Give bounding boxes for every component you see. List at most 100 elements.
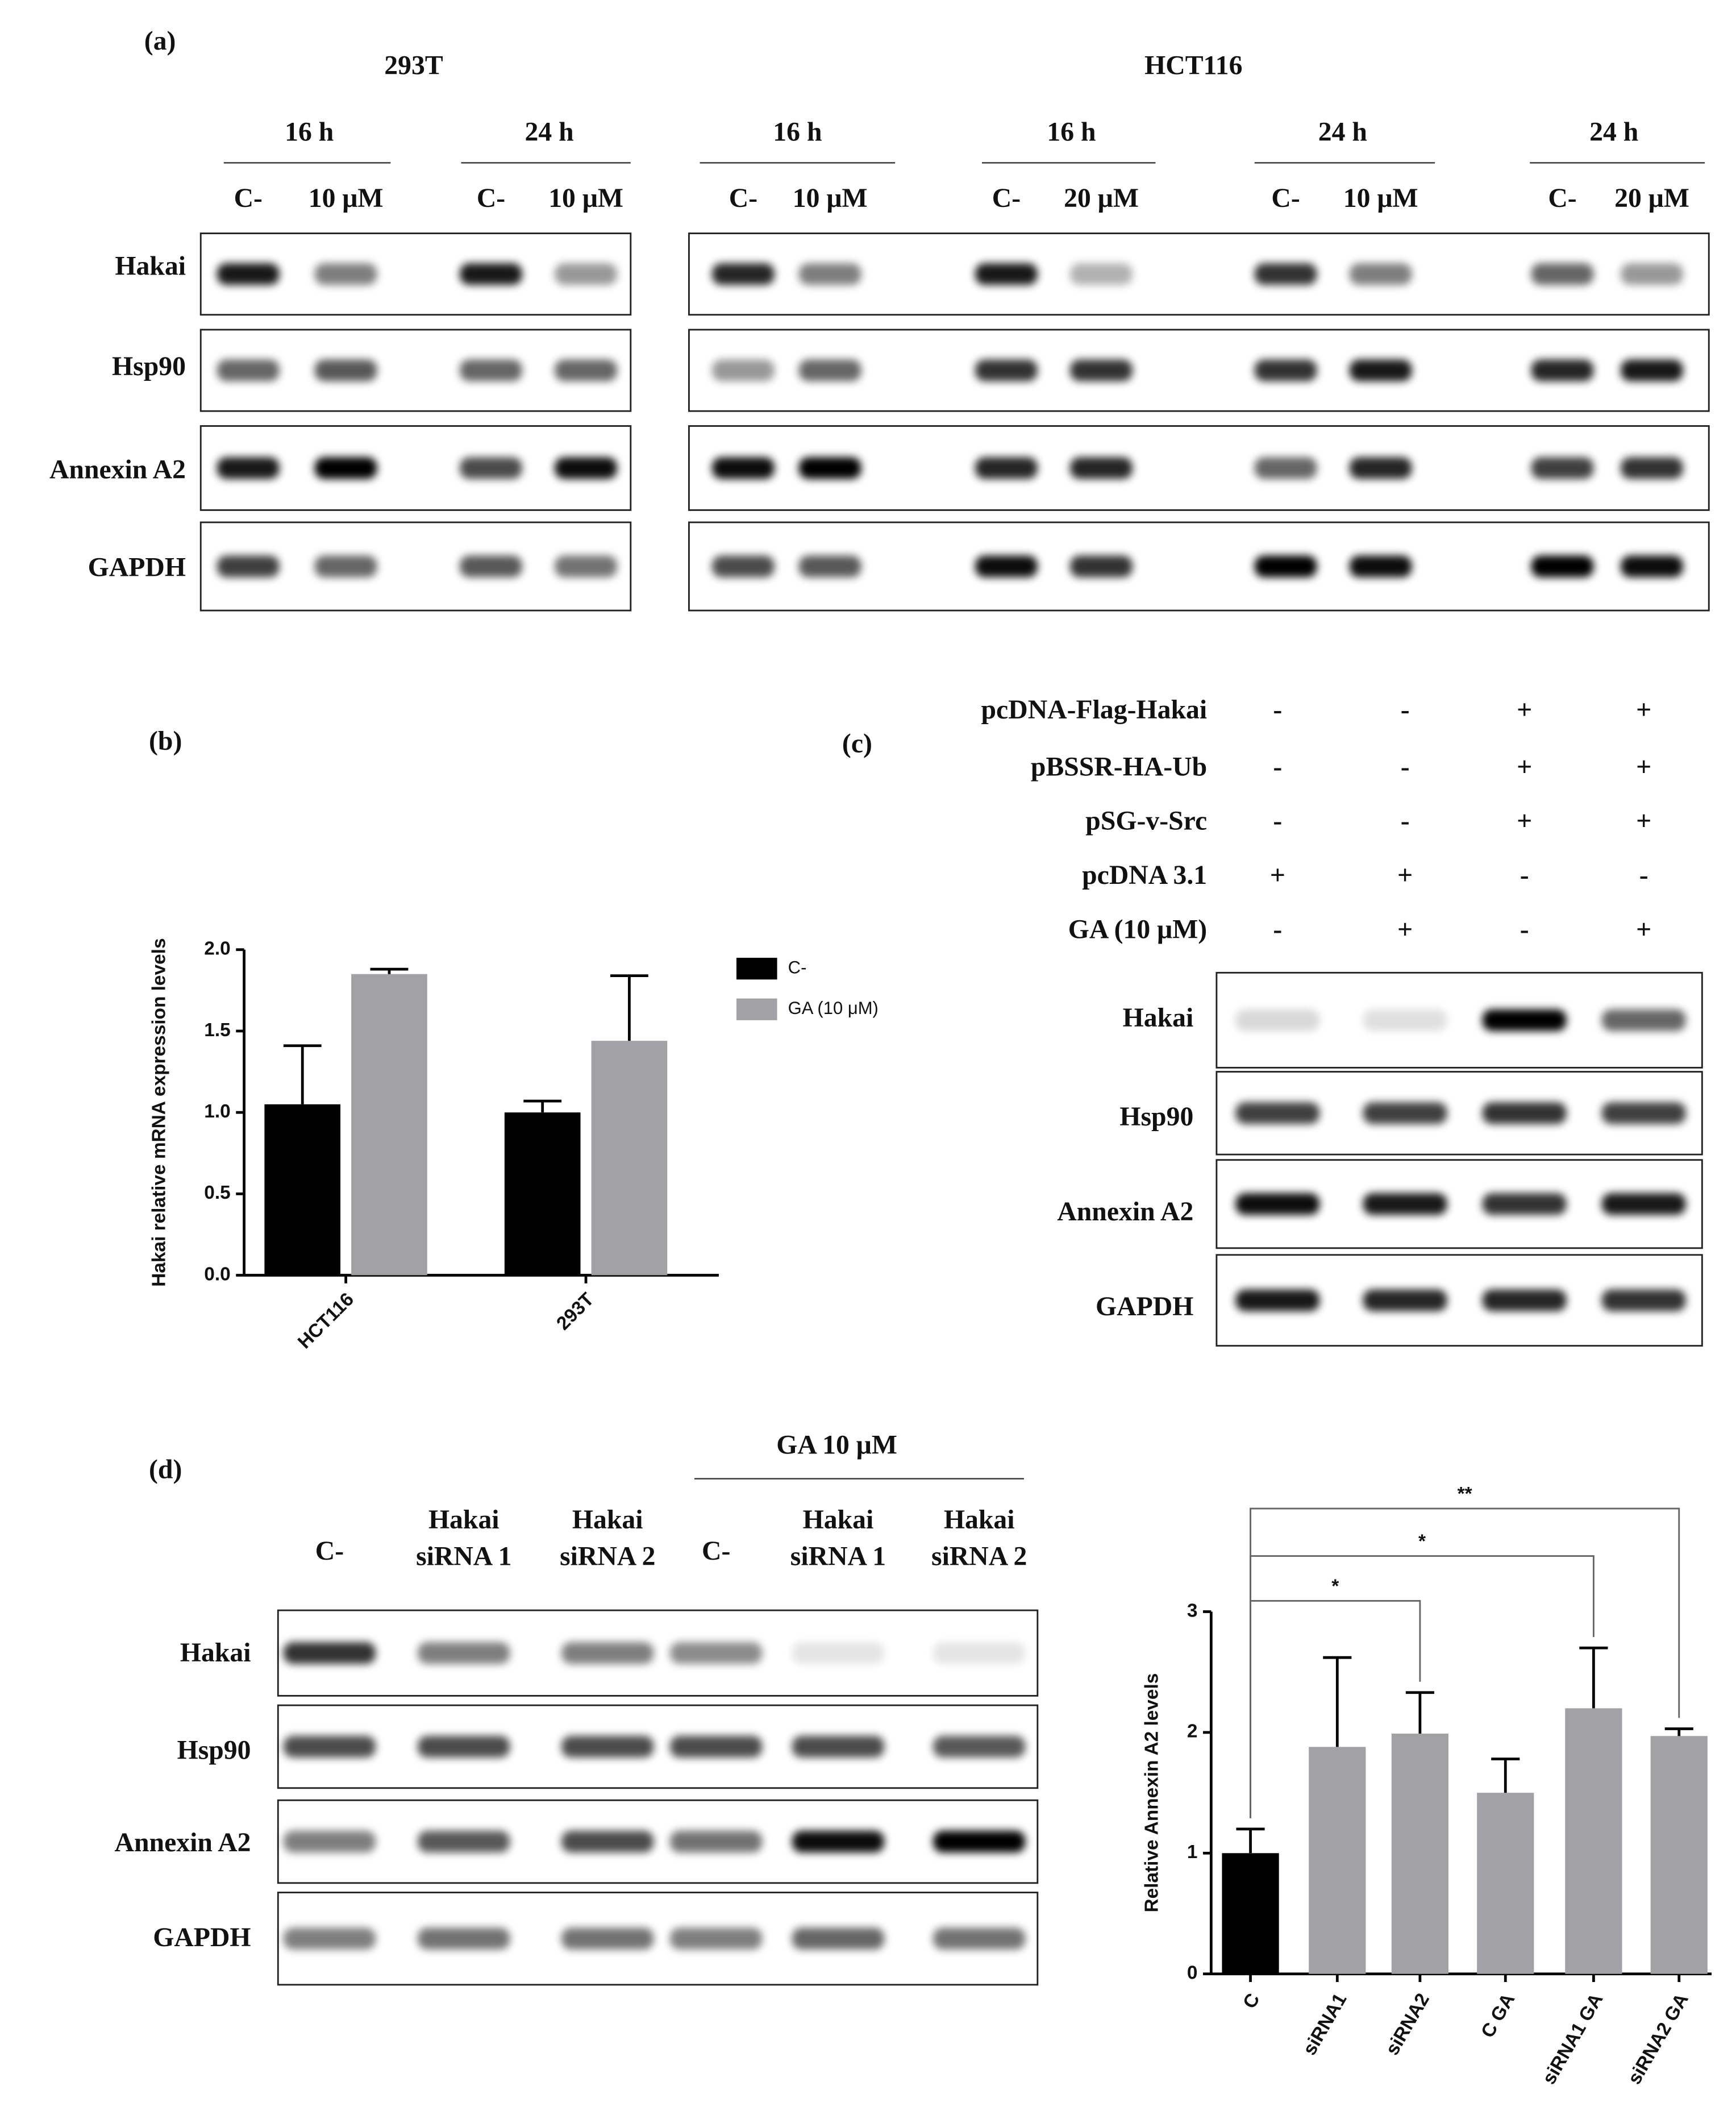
band (1349, 359, 1412, 381)
band (1254, 359, 1317, 381)
band (314, 263, 377, 285)
treatment-label: pcDNA 3.1 (1082, 860, 1207, 890)
panel-label: (d) (149, 1455, 182, 1485)
lane-label: 10 μM (793, 183, 868, 213)
band (283, 1830, 376, 1853)
row-label: GAPDH (153, 1922, 251, 1952)
band (1601, 1009, 1686, 1031)
band (217, 359, 280, 381)
band (460, 263, 522, 285)
band (460, 555, 522, 577)
y-tick-label: 1 (1187, 1842, 1198, 1863)
lane-label: C- (1271, 183, 1300, 213)
bar (1309, 1747, 1366, 1974)
band (1235, 1289, 1320, 1311)
error-bar (1491, 1757, 1520, 1793)
lane-label: C- (1548, 183, 1576, 213)
bar (264, 1104, 341, 1275)
band (555, 359, 617, 381)
band (217, 457, 280, 479)
band (670, 1927, 763, 1950)
band (1531, 263, 1594, 285)
legend-label: GA (10 μM) (788, 998, 879, 1018)
time-label: 24 h (525, 117, 574, 147)
bar (1565, 1708, 1622, 1974)
sign: + (1517, 806, 1532, 836)
band (1482, 1193, 1567, 1215)
error-bar (1323, 1656, 1352, 1747)
band (561, 1927, 654, 1950)
row-label: Hakai (1123, 1003, 1194, 1033)
sign: + (1397, 860, 1413, 890)
band (1363, 1102, 1447, 1124)
bar (1477, 1793, 1534, 1974)
row-label: GAPDH (88, 552, 186, 582)
band (1482, 1289, 1567, 1311)
y-axis-label: Hakai relative mRNA expression levels (148, 938, 169, 1286)
band (561, 1642, 654, 1664)
band (1482, 1009, 1567, 1031)
band (1621, 359, 1683, 381)
blot-box (277, 1892, 1039, 1986)
time-label: 16 h (773, 117, 822, 147)
band (798, 555, 861, 577)
panel-label: (b) (149, 726, 182, 756)
error-bar (1405, 1691, 1434, 1734)
band (283, 1642, 376, 1664)
row-label: Hsp90 (177, 1735, 251, 1765)
significance-label: ** (1458, 1484, 1472, 1505)
lane-label: 10 μM (309, 183, 384, 213)
y-tick-label: 0.0 (204, 1264, 230, 1285)
sign: + (1270, 860, 1285, 890)
band (792, 1830, 885, 1853)
time-label: 16 h (285, 117, 334, 147)
band (975, 263, 1038, 285)
legend-label: C- (788, 957, 807, 977)
bar (1222, 1853, 1279, 1974)
x-tick-label: C (1239, 1990, 1264, 2012)
row-label: GAPDH (1096, 1291, 1193, 1322)
band (798, 263, 861, 285)
y-tick-label: 2.0 (204, 938, 230, 959)
sign: - (1273, 915, 1282, 945)
treatment-label: pBSSR-HA-Ub (1031, 751, 1207, 782)
band (283, 1927, 376, 1950)
band (418, 1927, 510, 1950)
sign: - (1273, 751, 1282, 782)
band (418, 1830, 510, 1853)
lane-label: 20 μM (1614, 183, 1689, 213)
band (1254, 457, 1317, 479)
band (555, 263, 617, 285)
significance-label: * (1418, 1531, 1426, 1552)
band (314, 457, 377, 479)
sign: - (1520, 915, 1529, 945)
sign: + (1517, 751, 1532, 782)
y-axis-label: Relative Annexin A2 levels (1142, 1673, 1163, 1913)
error-bar (1236, 1827, 1265, 1854)
bar (1391, 1734, 1449, 1974)
panel-label: (a) (144, 26, 176, 56)
band (1621, 263, 1683, 285)
sign: + (1517, 695, 1532, 725)
cell-line: HCT116 (1144, 50, 1242, 80)
bar (504, 1112, 581, 1275)
blot-box (277, 1704, 1039, 1789)
treatment-label: pcDNA-Flag-Hakai (981, 695, 1208, 725)
sign: - (1273, 806, 1282, 836)
band (1070, 457, 1133, 479)
band (975, 359, 1038, 381)
treatment-label: pSG-v-Src (1085, 806, 1207, 836)
lane-label: 20 μM (1064, 183, 1139, 213)
treatment-label: GA (10 μM) (1068, 915, 1207, 945)
band (1531, 359, 1594, 381)
row-label: Annexin A2 (49, 455, 186, 485)
y-tick-label: 2 (1187, 1721, 1198, 1742)
x-tick-label: siRNA2 (1382, 1990, 1434, 2059)
band (1349, 457, 1412, 479)
band (975, 555, 1038, 577)
row-label: Hsp90 (1119, 1102, 1193, 1132)
error-bar (370, 967, 409, 974)
x-tick-label: 293T (552, 1289, 598, 1334)
bar (351, 974, 427, 1275)
band (792, 1642, 885, 1664)
